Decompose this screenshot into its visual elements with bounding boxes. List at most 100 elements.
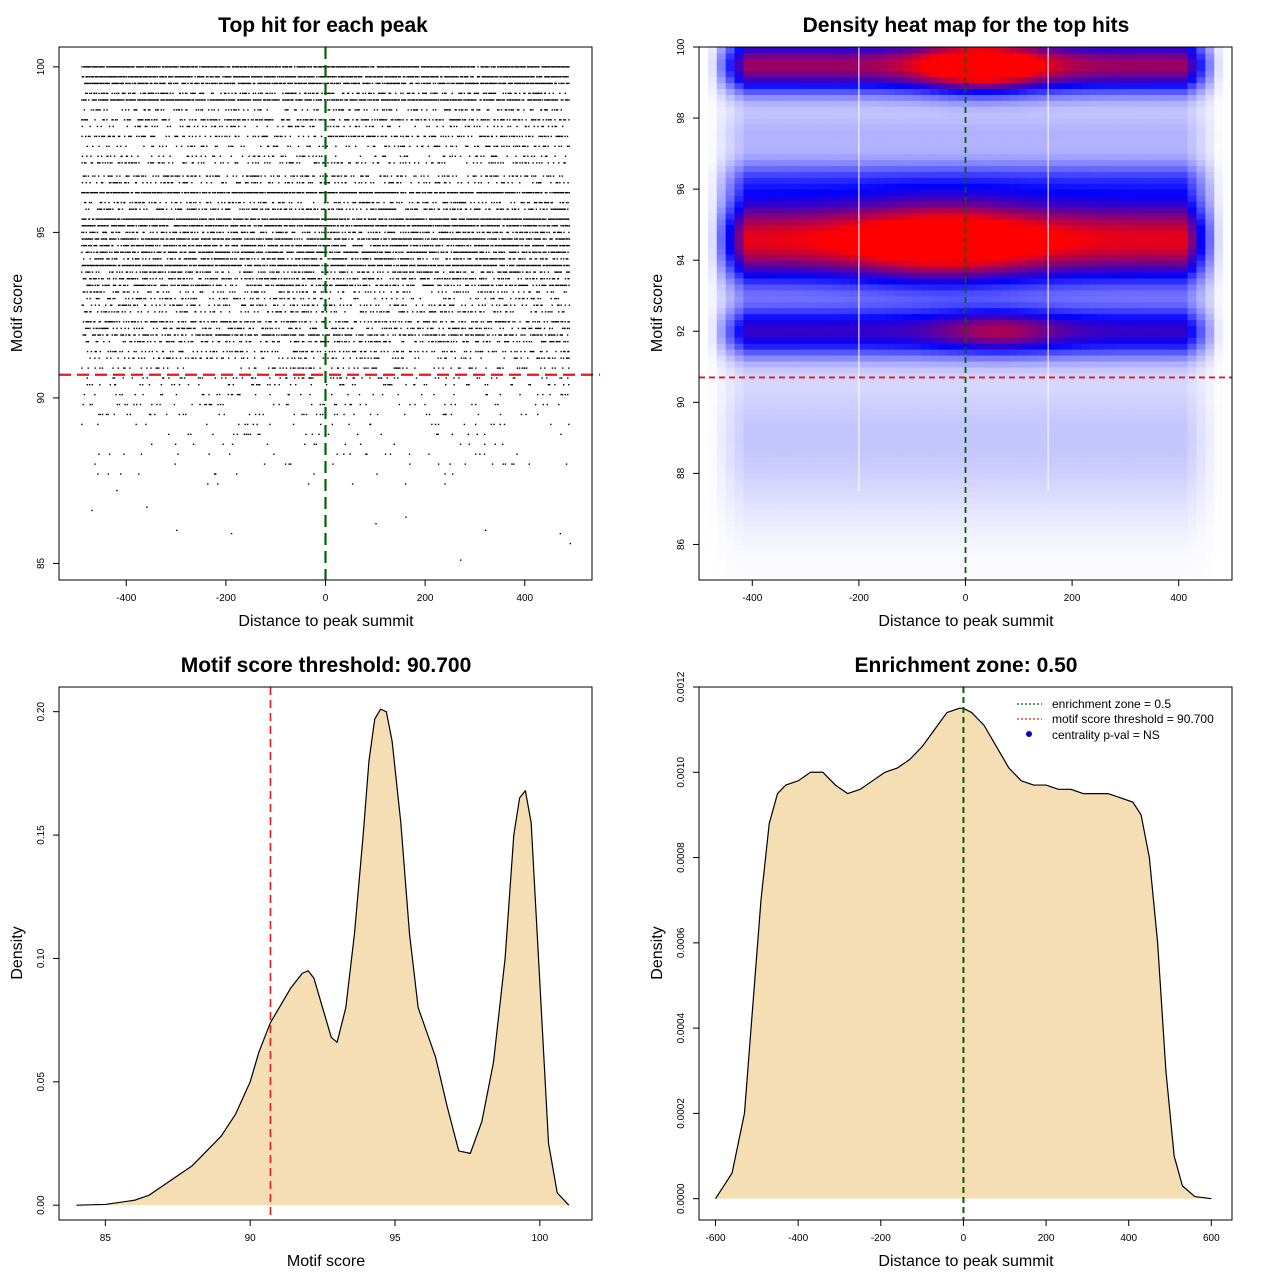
- scatter-point: [483, 135, 485, 138]
- scatter-point: [549, 175, 552, 177]
- scatter-point: [107, 175, 110, 177]
- scatter-point: [225, 208, 227, 210]
- scatter-point: [183, 244, 186, 247]
- scatter-point: [116, 99, 119, 101]
- scatter-point: [342, 66, 345, 68]
- scatter-point: [395, 238, 398, 240]
- scatter-point: [494, 218, 496, 220]
- scatter-point: [336, 231, 338, 234]
- scatter-point: [289, 225, 292, 227]
- scatter-point: [414, 208, 416, 210]
- scatter-point: [340, 218, 342, 220]
- scatter-point: [353, 82, 355, 85]
- scatter-point: [199, 175, 201, 177]
- scatter-point: [392, 82, 394, 85]
- scatter-point: [133, 238, 135, 240]
- scatter-point: [95, 238, 98, 240]
- scatter-point: [318, 244, 320, 247]
- scatter-point: [82, 99, 85, 101]
- scatter-point: [541, 82, 543, 85]
- scatter-point: [174, 231, 177, 234]
- scatter-point: [402, 92, 404, 95]
- scatter-point: [565, 218, 567, 220]
- scatter-point: [424, 99, 427, 101]
- scatter-point: [407, 225, 410, 227]
- scatter-point: [108, 145, 110, 148]
- scatter-point: [301, 155, 303, 157]
- scatter-point: [307, 92, 310, 95]
- scatter-point: [451, 66, 454, 68]
- scatter-point: [521, 119, 524, 121]
- scatter-point: [355, 225, 358, 227]
- scatter-point: [215, 175, 218, 177]
- scatter-point: [222, 191, 224, 194]
- scatter-point: [165, 191, 167, 194]
- scatter-point: [459, 92, 461, 95]
- scatter-point: [511, 225, 513, 227]
- scatter-point: [256, 76, 258, 78]
- scatter-point: [136, 76, 139, 78]
- scatter-point: [112, 82, 115, 85]
- scatter-point: [495, 76, 498, 78]
- scatter-point: [466, 109, 468, 111]
- scatter-point: [205, 66, 208, 68]
- scatter-point: [418, 76, 420, 78]
- scatter-point: [312, 201, 315, 204]
- scatter-point: [137, 218, 139, 220]
- scatter-point: [456, 231, 459, 234]
- scatter-point: [123, 182, 126, 184]
- scatter-point: [287, 145, 289, 148]
- scatter-point: [477, 145, 479, 148]
- scatter-point: [530, 191, 532, 194]
- scatter-point: [291, 218, 293, 220]
- scatter-point: [191, 155, 193, 157]
- scatter-point: [200, 145, 203, 148]
- scatter-point: [547, 145, 549, 148]
- scatter-point: [94, 175, 96, 177]
- scatter-point: [258, 218, 260, 220]
- scatter-point: [462, 82, 464, 85]
- scatter-point: [377, 135, 379, 138]
- scatter-point: [271, 99, 273, 101]
- scatter-point: [241, 119, 244, 121]
- scatter-point: [214, 66, 217, 68]
- scatter-point: [387, 191, 389, 194]
- scatter-point: [282, 125, 284, 128]
- scatter-point: [178, 218, 181, 220]
- scatter-point: [169, 76, 171, 78]
- scatter-point: [115, 99, 117, 101]
- scatter-point: [524, 244, 526, 247]
- scatter-point: [343, 92, 345, 95]
- scatter-point: [559, 218, 561, 220]
- scatter-point: [502, 162, 504, 164]
- scatter-point: [112, 66, 114, 68]
- scatter-point: [401, 191, 403, 194]
- scatter-point: [497, 76, 499, 78]
- scatter-point: [483, 155, 485, 157]
- scatter-point: [157, 162, 160, 164]
- scatter-point: [322, 244, 324, 247]
- scatter-point: [524, 208, 526, 210]
- scatter-point: [555, 99, 557, 101]
- scatter-point: [292, 244, 294, 247]
- scatter-point: [445, 135, 447, 138]
- scatter-point: [134, 99, 137, 101]
- scatter-point: [426, 201, 428, 204]
- scatter-point: [200, 92, 202, 95]
- scatter-point: [561, 82, 564, 85]
- scatter-point: [239, 208, 241, 210]
- scatter-point: [201, 225, 204, 227]
- scatter-point: [398, 119, 401, 121]
- scatter-point: [318, 155, 321, 157]
- scatter-point: [365, 201, 367, 204]
- scatter-point: [236, 76, 239, 78]
- scatter-point: [467, 182, 470, 184]
- scatter-point: [540, 109, 543, 111]
- scatter-point: [533, 82, 535, 85]
- scatter-point: [352, 92, 354, 95]
- scatter-point: [164, 175, 166, 177]
- scatter-point: [470, 225, 473, 227]
- scatter-point: [288, 92, 290, 95]
- scatter-point: [486, 76, 489, 78]
- scatter-point: [139, 92, 142, 95]
